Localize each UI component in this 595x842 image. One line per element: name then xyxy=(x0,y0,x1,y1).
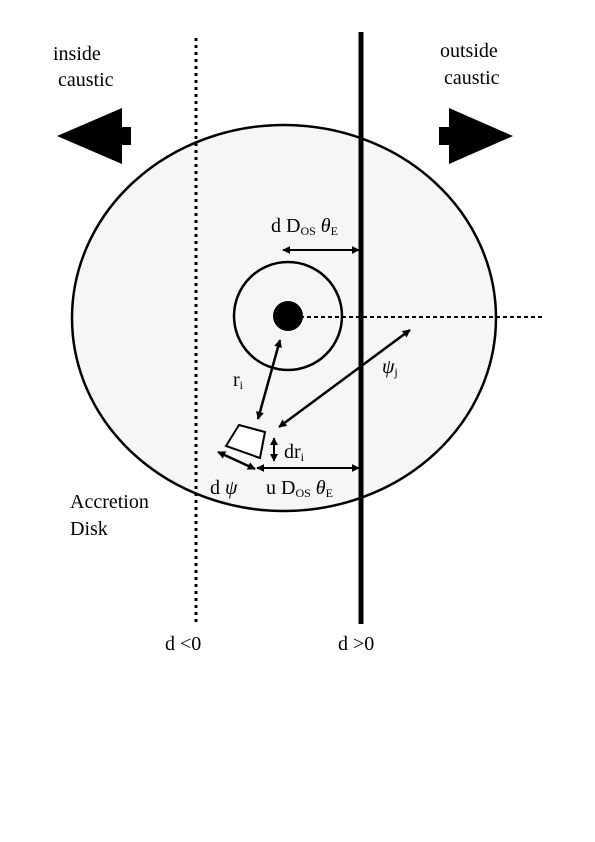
D-symbol: D xyxy=(286,215,301,237)
outside-caustic-label-line1: outside xyxy=(440,40,498,62)
e-subscript: E xyxy=(330,224,338,238)
accretion-disk-label-line2: Disk xyxy=(70,518,108,540)
i-subscript: i xyxy=(300,450,305,464)
u-symbol: u xyxy=(266,477,276,499)
d-psi-label: d ψ xyxy=(210,478,237,498)
d-symbol: d xyxy=(210,477,220,499)
disk-element xyxy=(224,423,267,460)
theta-symbol: θ xyxy=(315,477,326,499)
r-symbol: r xyxy=(233,369,240,391)
right-direction-arrow xyxy=(439,108,513,164)
psi-j-arrow xyxy=(278,328,411,429)
psi-j-label: ψj xyxy=(382,357,398,378)
d-dos-theta-e-label: d DOS θE xyxy=(271,216,338,237)
psi-symbol: ψ xyxy=(225,477,238,499)
inside-caustic-label-line2: caustic xyxy=(58,69,114,91)
r-i-arrow xyxy=(256,339,282,420)
left-direction-arrow xyxy=(57,108,131,164)
d-psi-arrow xyxy=(217,450,256,471)
r-i-label: ri xyxy=(233,370,243,391)
dr-symbol: dr xyxy=(284,441,301,463)
outside-caustic-label-line2: caustic xyxy=(444,67,500,89)
d-symbol: d xyxy=(271,215,281,237)
u-dos-theta-e-label: u DOS θE xyxy=(266,478,333,499)
dr-i-label: dri xyxy=(284,442,304,463)
theta-symbol: θ xyxy=(320,215,331,237)
d-positive-label: d >0 xyxy=(338,633,375,655)
os-subscript: OS xyxy=(295,486,311,500)
D-symbol: D xyxy=(281,477,296,499)
i-subscript: i xyxy=(239,378,244,392)
accretion-disk-label-line1: Accretion xyxy=(70,491,149,513)
os-subscript: OS xyxy=(300,224,316,238)
d-negative-label: d <0 xyxy=(165,633,202,655)
inside-caustic-label-line1: inside xyxy=(53,43,101,65)
lens-mass xyxy=(273,301,303,331)
e-subscript: E xyxy=(325,486,333,500)
psi-symbol: ψ xyxy=(382,356,395,378)
j-subscript: j xyxy=(394,365,398,379)
